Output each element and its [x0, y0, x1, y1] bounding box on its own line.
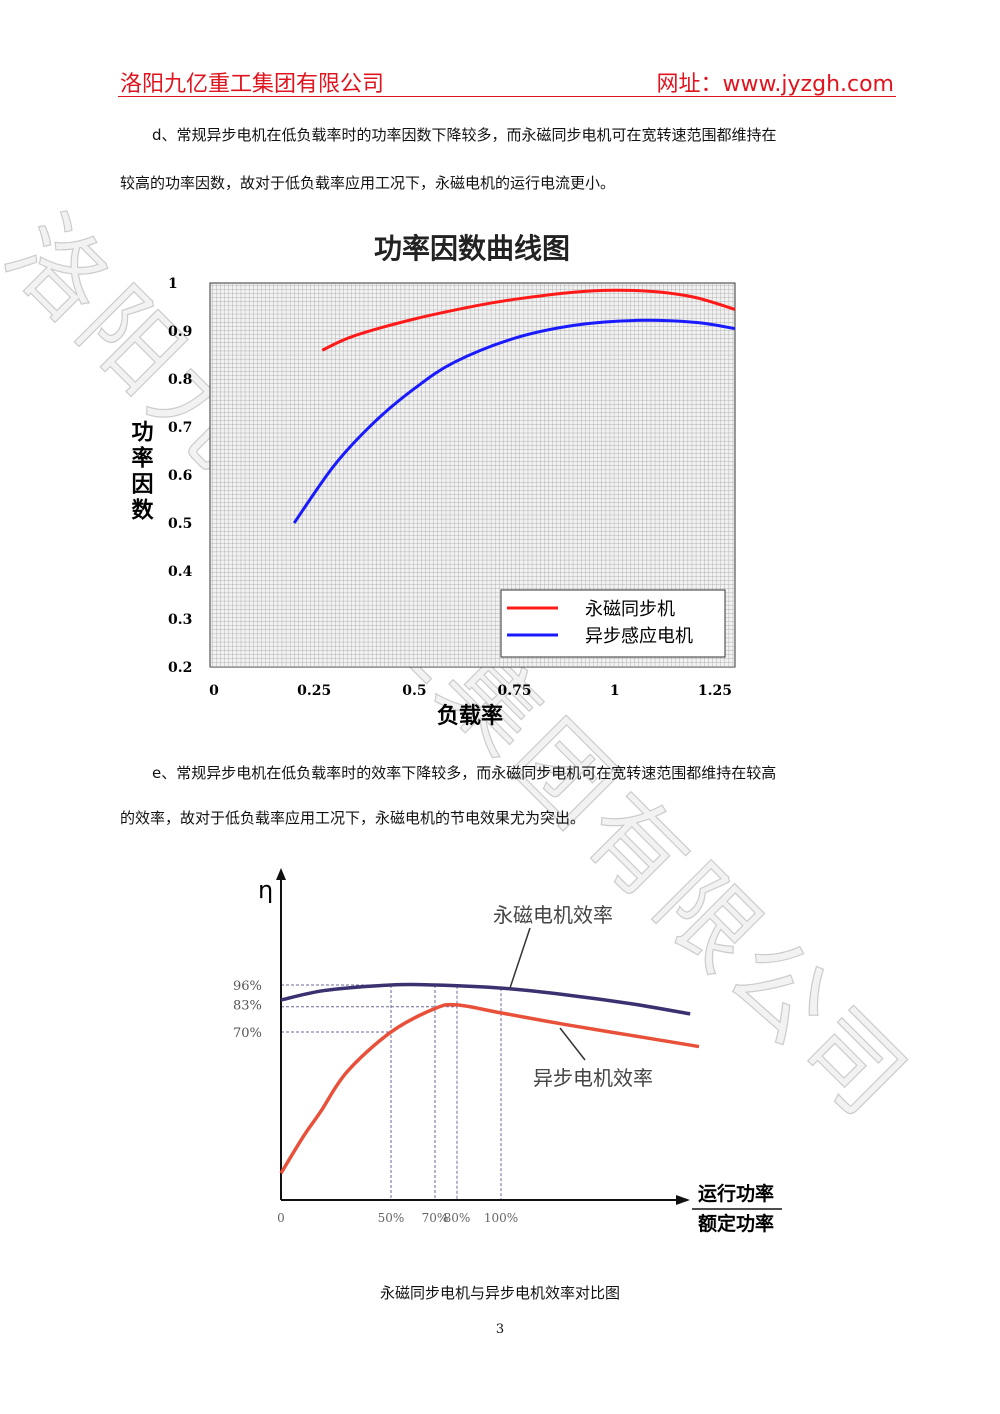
efficiency-chart: η 0 50% 70%80% 100%96%83%70% 永磁电机效率 异步电机效率 …	[233, 868, 782, 1235]
series-line-0	[280, 982, 691, 1016]
y-tick-label: 0.8	[168, 372, 192, 388]
series-line-1	[292, 318, 736, 524]
y-tick-label: 0.5	[168, 516, 192, 532]
paragraph-e-line1: e、常规异步电机在低负载率时的效率下降较多，而永磁同步电机可在宽转速范围都维持在…	[152, 764, 777, 782]
series-line-0	[321, 288, 736, 352]
x-axis-label: 负载率	[437, 703, 503, 729]
y-tick-label: 0.4	[168, 564, 193, 580]
header-divider	[118, 96, 896, 97]
y-tick-label: 0.6	[168, 468, 192, 484]
induction-leader-line	[559, 1027, 586, 1061]
company-name: 洛阳九亿重工集团有限公司	[120, 72, 385, 97]
x-tick-label: 50%	[378, 1211, 405, 1225]
y-tick-label: 83%	[233, 999, 262, 1014]
y-tick-label: 96%	[233, 979, 262, 994]
x-axis-label-denominator: 额定功率	[698, 1212, 774, 1235]
page-number: 3	[495, 1322, 505, 1337]
x-tick-label: 1	[610, 683, 620, 699]
figure-caption: 永磁同步电机与异步电机效率对比图	[379, 1284, 620, 1302]
y-axis-label: η	[258, 876, 273, 904]
paragraph-e-line2: 的效率，故对于低负载率应用工况下，永磁电机的节电效果尤为突出。	[120, 809, 586, 827]
x-tick-label: 0	[277, 1211, 285, 1225]
paragraph-d-line2: 较高的功率因数，故对于低负载率应用工况下，永磁电机的运行电流更小。	[120, 174, 616, 192]
induction-efficiency-label: 异步电机效率	[533, 1066, 653, 1090]
legend: 永磁同步机 异步感应电机	[500, 589, 726, 658]
chart-title: 功率因数曲线图	[374, 232, 570, 265]
x-axis-arrow-icon	[676, 1195, 690, 1205]
x-tick-label: 1.25	[698, 683, 732, 699]
legend-label-induction: 异步感应电机	[585, 626, 693, 647]
y-tick-label: 70%	[233, 1026, 262, 1041]
pm-efficiency-label: 永磁电机效率	[493, 903, 613, 927]
y-tick-label: 0.3	[168, 612, 192, 628]
y-tick-label: 0.9	[168, 324, 192, 340]
y-tick-label: 1	[168, 276, 178, 292]
x-tick-label: 0	[209, 683, 219, 699]
pm-leader-line	[509, 927, 531, 989]
x-tick-label: 0.5	[402, 683, 426, 699]
series-line-1	[279, 1002, 700, 1175]
legend-label-pm: 永磁同步机	[585, 599, 675, 620]
power-factor-chart: 功率因数曲线图 0 0.25 0.5 0.75 1 1.25 1 0.9 0.8 0.7 0.6 0.…	[128, 232, 736, 729]
x-tick-label: 80%	[444, 1211, 471, 1225]
x-axis-label-numerator: 运行功率	[698, 1182, 774, 1205]
x-tick-label: 100%	[484, 1211, 518, 1225]
y-tick-label: 0.7	[168, 420, 192, 436]
x-tick-label: 70%	[422, 1211, 449, 1225]
y-axis-arrow-icon	[276, 868, 286, 880]
paragraph-d-line1: d、常规异步电机在低负载率时的功率因数下降较多，而永磁同步电机可在宽转速范围都维…	[152, 126, 777, 144]
x-tick-label: 0.75	[498, 683, 532, 699]
y-tick-label: 0.2	[168, 660, 192, 676]
x-tick-label: 0.25	[297, 683, 331, 699]
y-axis-label: 功率因数	[128, 420, 154, 524]
website[interactable]: 网址：www.jyzgh.com	[656, 72, 894, 97]
